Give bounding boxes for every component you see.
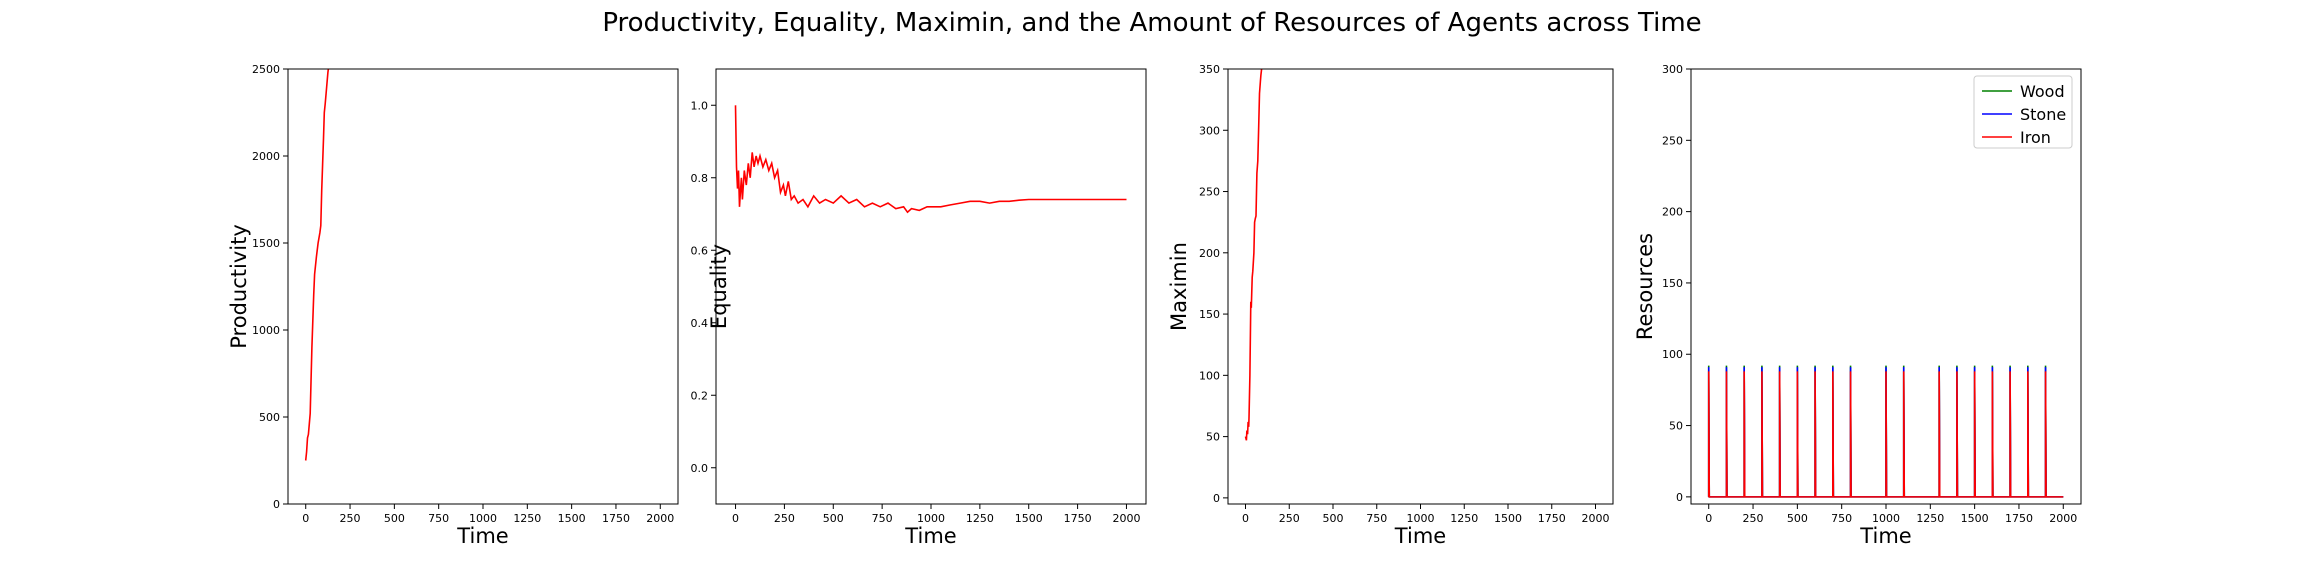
y-axis-label: Maximin [1167, 242, 1191, 331]
y-tick-label: 200 [1662, 206, 1683, 219]
y-tick-label: 0.4 [691, 317, 709, 330]
x-axis-label: Time [1859, 524, 1911, 548]
y-tick-label: 0.0 [691, 462, 709, 475]
x-axis-label: Time [1394, 524, 1446, 548]
legend-label-wood: Wood [2020, 82, 2065, 101]
x-tick-label: 0 [302, 512, 309, 525]
y-tick-label: 250 [1199, 186, 1220, 199]
x-tick-label: 1250 [1916, 512, 1944, 525]
x-tick-label: 2000 [1112, 512, 1140, 525]
y-tick-label: 150 [1662, 277, 1683, 290]
x-tick-label: 0 [732, 512, 739, 525]
y-tick-label: 350 [1199, 63, 1220, 76]
chart-panel-maximin: 0 250 500 750 1000 1250 1500 1750 2000 0 50 100 150 2… [1167, 63, 1614, 548]
y-tick-label: 1.0 [691, 99, 709, 112]
y-axis-label: Productivity [227, 224, 251, 349]
axes-frame [715, 68, 1147, 505]
series-line-iron [1707, 371, 2064, 498]
x-tick-label: 750 [872, 512, 893, 525]
y-tick-label: 0 [1213, 492, 1220, 505]
y-tick-label: 50 [1669, 420, 1683, 433]
legend-label-iron: Iron [2020, 128, 2051, 147]
x-tick-label: 1250 [513, 512, 541, 525]
plot-area [304, 69, 330, 461]
x-tick-label: 250 [1279, 512, 1300, 525]
x-tick-label: 0 [1242, 512, 1249, 525]
y-axis-label: Resources [1633, 233, 1657, 340]
y-tick-label: 1500 [252, 237, 280, 250]
plot-area [734, 105, 1127, 214]
y-tick-label: 0 [1676, 491, 1683, 504]
y-tick-label: 0.2 [691, 389, 709, 402]
legend-label-stone: Stone [2020, 105, 2066, 124]
chart-panel-productivity: 0 250 500 750 1000 1250 1500 1750 2000 0 500 1000 15… [227, 63, 679, 548]
y-tick-label: 200 [1199, 247, 1220, 260]
x-tick-label: 500 [1323, 512, 1344, 525]
x-tick-label: 1000 [1407, 512, 1435, 525]
x-tick-label: 1000 [1872, 512, 1900, 525]
axes-frame [1227, 68, 1614, 505]
x-tick-label: 1250 [1450, 512, 1478, 525]
x-tick-label: 0 [1705, 512, 1712, 525]
legend-box [1973, 75, 2073, 149]
x-tick-label: 1750 [1064, 512, 1092, 525]
y-tick-label: 1000 [252, 324, 280, 337]
chart-panel-equality: 0 250 500 750 1000 1250 1500 1750 2000 0.0 0.2 0.4 0… [691, 68, 1147, 548]
x-tick-label: 500 [1787, 512, 1808, 525]
x-tick-label: 1500 [1961, 512, 1989, 525]
y-tick-label: 0.8 [691, 172, 709, 185]
x-tick-label: 1000 [917, 512, 945, 525]
x-tick-label: 2000 [2049, 512, 2077, 525]
axes-frame [1690, 68, 2082, 505]
plot-area [1244, 69, 1263, 441]
chart-panel-resources: 0 250 500 750 1000 1250 1500 1750 2000 0 50 100 150 2… [1633, 63, 2082, 548]
y-tick-label: 50 [1206, 431, 1220, 444]
series-line [304, 69, 330, 461]
series-line [1244, 69, 1263, 441]
axes-frame [287, 68, 679, 505]
x-tick-label: 1500 [1494, 512, 1522, 525]
x-tick-label: 2000 [1582, 512, 1610, 525]
x-tick-label: 1250 [966, 512, 994, 525]
figure-title: Productivity, Equality, Maximin, and the… [602, 8, 1701, 38]
plot-area [1707, 365, 2064, 498]
series-line [734, 105, 1127, 214]
y-tick-label: 300 [1199, 124, 1220, 137]
x-tick-label: 250 [1743, 512, 1764, 525]
y-tick-label: 0.6 [691, 244, 709, 257]
x-tick-label: 1500 [558, 512, 586, 525]
x-tick-label: 250 [340, 512, 361, 525]
x-tick-label: 750 [428, 512, 449, 525]
y-tick-label: 2000 [252, 150, 280, 163]
x-tick-label: 500 [384, 512, 405, 525]
y-tick-label: 0 [273, 498, 280, 511]
y-tick-label: 100 [1662, 348, 1683, 361]
x-tick-label: 750 [1366, 512, 1387, 525]
x-tick-label: 1750 [602, 512, 630, 525]
x-tick-label: 750 [1831, 512, 1852, 525]
x-tick-label: 500 [823, 512, 844, 525]
x-tick-label: 250 [774, 512, 795, 525]
x-tick-label: 1750 [1538, 512, 1566, 525]
legend: Wood Stone Iron [1973, 75, 2073, 149]
x-axis-label: Time [456, 524, 508, 548]
x-tick-label: 1000 [469, 512, 497, 525]
x-tick-label: 1500 [1015, 512, 1043, 525]
y-tick-label: 500 [259, 411, 280, 424]
x-tick-label: 2000 [646, 512, 674, 525]
y-tick-label: 2500 [252, 63, 280, 76]
y-axis-label: Equality [707, 244, 731, 329]
y-tick-label: 300 [1662, 63, 1683, 76]
y-tick-label: 100 [1199, 369, 1220, 382]
y-tick-label: 150 [1199, 308, 1220, 321]
x-axis-label: Time [904, 524, 956, 548]
y-tick-label: 250 [1662, 134, 1683, 147]
x-tick-label: 1750 [2005, 512, 2033, 525]
